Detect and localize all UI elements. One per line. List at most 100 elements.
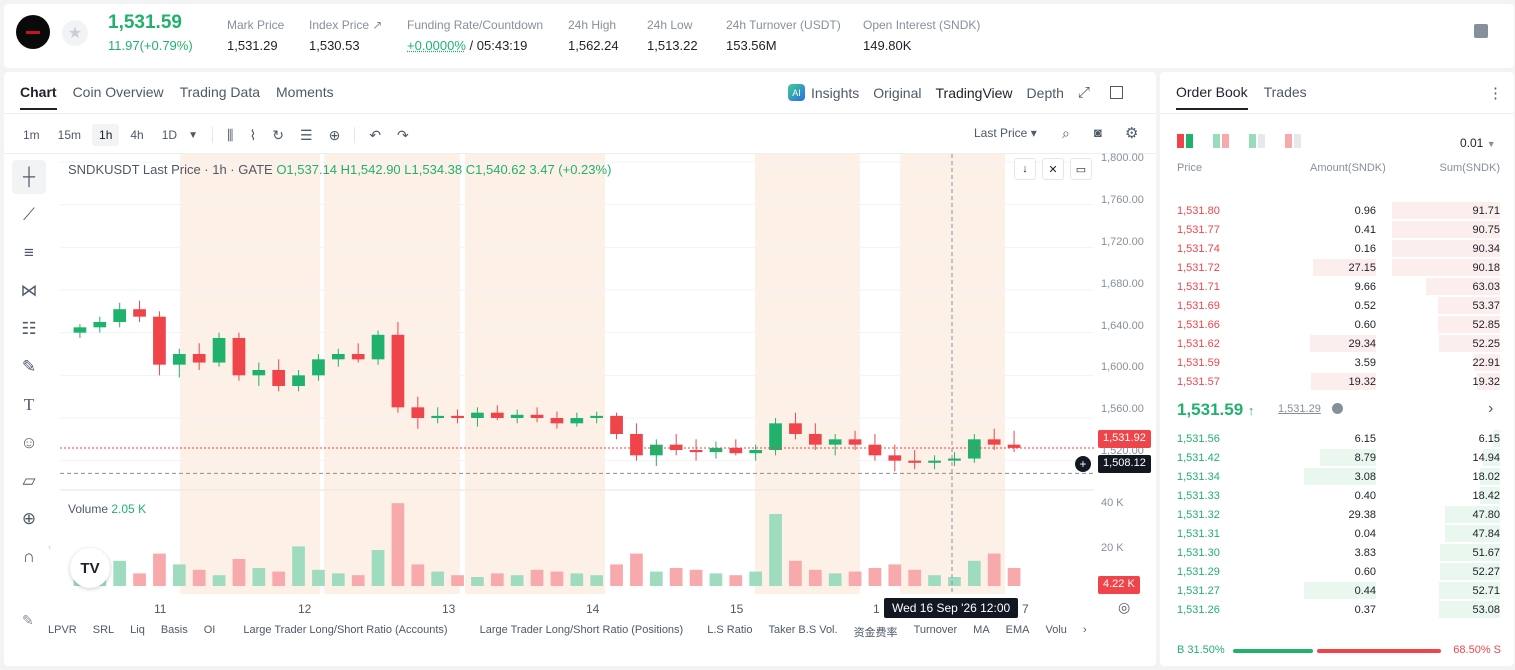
tab-chart[interactable]: Chart	[20, 84, 57, 110]
tab-depth[interactable]: Depth	[1026, 84, 1064, 101]
precision-select[interactable]: 0.01 ▼	[1460, 136, 1496, 150]
both-side-icon[interactable]	[1177, 134, 1193, 148]
ask-row[interactable]: 1,531.71 9.66 63.03	[1160, 277, 1514, 296]
tf-15m[interactable]: 15m	[57, 128, 82, 142]
tf-1m[interactable]: 1m	[23, 128, 40, 142]
indicator-item[interactable]: SRL	[92, 624, 115, 636]
zoom-in-icon[interactable]: ⊕	[21, 509, 37, 528]
pattern-icon[interactable]: ⋈	[20, 281, 38, 300]
search-icon[interactable]: ⌕	[1062, 125, 1070, 141]
add-order-icon[interactable]: +	[1075, 456, 1091, 472]
tf-4h[interactable]: 4h	[130, 128, 144, 142]
bid-row[interactable]: 1,531.34 3.08 18.02	[1160, 467, 1514, 486]
collapse-icon[interactable]: ✕	[1042, 158, 1064, 180]
bids-only-icon[interactable]	[1249, 134, 1265, 148]
mark-info-icon[interactable]	[1332, 403, 1343, 414]
bid-row[interactable]: 1,531.42 8.79 14.94	[1160, 448, 1514, 467]
favorite-star-icon[interactable]: ★	[62, 20, 88, 46]
bid-row[interactable]: 1,531.31 0.04 47.84	[1160, 524, 1514, 543]
tradingview-logo[interactable]: TV	[70, 548, 110, 588]
order-amount: 8.79	[1354, 452, 1376, 464]
tf-1d[interactable]: 1D	[161, 128, 178, 142]
tab-moments[interactable]: Moments	[276, 84, 334, 100]
bid-row[interactable]: 1,531.56 6.15 6.15	[1160, 429, 1514, 448]
tab-tradingview[interactable]: TradingView	[935, 84, 1013, 101]
ask-row[interactable]: 1,531.57 19.32 19.32	[1160, 372, 1514, 391]
bid-ask-icon[interactable]	[1213, 134, 1229, 148]
brush-icon[interactable]: ✎	[21, 357, 37, 376]
text-icon[interactable]: T	[23, 395, 35, 414]
price-type-select[interactable]: Last Price ▾	[974, 126, 1037, 140]
ask-row[interactable]: 1,531.69 0.52 53.37	[1160, 296, 1514, 315]
indicator-item[interactable]: Turnover	[913, 624, 958, 636]
depth-bar	[1445, 506, 1500, 523]
indicator-item[interactable]: Volu	[1045, 624, 1067, 636]
ask-row[interactable]: 1,531.77 0.41 90.75	[1160, 220, 1514, 239]
ruler-icon[interactable]: ▱	[22, 471, 36, 490]
target-icon[interactable]: ◎	[1118, 599, 1131, 615]
chevron-right-icon[interactable]: ›	[1488, 400, 1494, 417]
indicator-item[interactable]: EMA	[1005, 624, 1030, 636]
add-alert-icon[interactable]: ⊕	[328, 126, 341, 143]
funding-rate-value[interactable]: +0.0000%	[407, 38, 466, 53]
mid-price[interactable]: 1,531.59 ↑	[1177, 400, 1255, 419]
indicator-item[interactable]: LPVR	[48, 624, 77, 636]
indicator-item[interactable]: Taker B.S Vol.	[768, 624, 838, 636]
candle-type-icon[interactable]: ⫼	[226, 126, 234, 143]
magnet-icon[interactable]: ∩	[22, 547, 36, 566]
camera-icon[interactable]: ◙	[1094, 125, 1102, 140]
indicator-item[interactable]: OI	[203, 624, 216, 636]
indicator-item[interactable]: Liq	[130, 624, 145, 636]
bid-row[interactable]: 1,531.29 0.60 52.27	[1160, 562, 1514, 581]
indicators-icon[interactable]: ⌇	[249, 126, 257, 143]
replay-icon[interactable]: ↻	[272, 126, 285, 143]
collapse-toolbar-icon[interactable]: ‹	[48, 542, 52, 553]
bid-row[interactable]: 1,531.32 29.38 47.80	[1160, 505, 1514, 524]
pencil-icon[interactable]: ✎	[22, 612, 34, 628]
more-icon[interactable]: ⋮	[1488, 85, 1503, 102]
ask-row[interactable]: 1,531.80 0.96 91.71	[1160, 201, 1514, 220]
ask-row[interactable]: 1,531.59 3.59 22.91	[1160, 353, 1514, 372]
fullscreen-icon[interactable]: ▭	[1070, 158, 1092, 180]
ask-row[interactable]: 1,531.74 0.16 90.34	[1160, 239, 1514, 258]
expand-icon[interactable]: ⤢	[1077, 84, 1090, 101]
emoji-icon[interactable]: ☺	[20, 433, 38, 452]
undo-icon[interactable]: ↶	[369, 126, 382, 143]
scroll-down-icon[interactable]: ↓	[1014, 158, 1036, 180]
tab-coin-overview[interactable]: Coin Overview	[72, 84, 164, 100]
chevron-down-icon[interactable]: ▼	[188, 129, 198, 141]
window-icon[interactable]	[1109, 86, 1123, 99]
stat-index-price[interactable]: Index Price ↗ 1,530.53	[309, 18, 383, 53]
asks-only-icon[interactable]	[1285, 134, 1301, 148]
tab-order-book[interactable]: Order Book	[1176, 84, 1248, 110]
trendline-icon[interactable]: ⟋	[23, 205, 35, 224]
horizontal-lines-icon[interactable]: ≡	[24, 243, 34, 262]
templates-icon[interactable]: ☰	[300, 126, 313, 143]
tab-trades[interactable]: Trades	[1263, 84, 1307, 100]
fib-icon[interactable]: ☷	[21, 319, 37, 338]
order-sum: 53.08	[1472, 604, 1500, 616]
candlestick-chart[interactable]	[60, 154, 1094, 594]
ask-row[interactable]: 1,531.62 29.34 52.25	[1160, 334, 1514, 353]
bid-row[interactable]: 1,531.33 0.40 18.42	[1160, 486, 1514, 505]
ask-row[interactable]: 1,531.66 0.60 52.85	[1160, 315, 1514, 334]
tab-original[interactable]: Original	[873, 84, 922, 101]
bid-row[interactable]: 1,531.27 0.44 52.71	[1160, 581, 1514, 600]
indicator-item[interactable]: L.S Ratio	[707, 624, 753, 636]
tab-trading-data[interactable]: Trading Data	[179, 84, 261, 100]
indicator-item[interactable]: 资金费率	[853, 627, 898, 639]
crosshair-icon[interactable]: ┼	[12, 160, 46, 194]
indicator-item[interactable]: Large Trader Long/Short Ratio (Positions…	[479, 624, 684, 636]
chevron-right-icon[interactable]: ›	[1082, 624, 1087, 636]
indicator-item[interactable]: MA	[973, 624, 990, 636]
tf-1h[interactable]: 1h	[92, 124, 120, 146]
bid-row[interactable]: 1,531.26 0.37 53.08	[1160, 600, 1514, 619]
indicator-item[interactable]: Basis	[160, 624, 188, 636]
ask-row[interactable]: 1,531.72 27.15 90.18	[1160, 258, 1514, 277]
gear-icon[interactable]: ⚙	[1125, 125, 1139, 142]
redo-icon[interactable]: ↷	[397, 126, 409, 143]
bid-row[interactable]: 1,531.30 3.83 51.67	[1160, 543, 1514, 562]
indicator-item[interactable]: Large Trader Long/Short Ratio (Accounts)	[243, 624, 448, 636]
tab-insights[interactable]: Insights	[811, 84, 860, 101]
guide-book-icon[interactable]	[1474, 24, 1488, 38]
